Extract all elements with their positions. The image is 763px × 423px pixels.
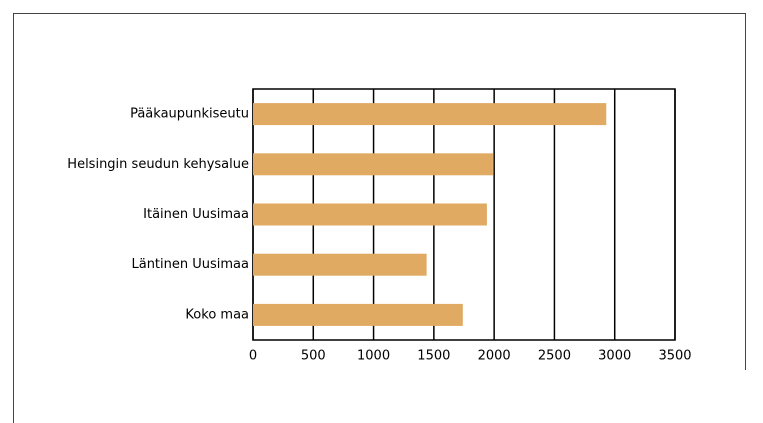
x-tick-label: 2000 xyxy=(478,349,511,364)
frame xyxy=(13,13,746,423)
bar xyxy=(253,203,487,226)
x-tick-label: 500 xyxy=(301,349,326,364)
x-tick-label: 1500 xyxy=(417,349,450,364)
y-tick-label: Koko maa xyxy=(185,307,249,322)
bar xyxy=(253,153,493,176)
x-tick-label: 3000 xyxy=(598,349,631,364)
bar xyxy=(253,303,463,326)
y-tick-label: Itäinen Uusimaa xyxy=(143,207,249,222)
y-tick-label: Pääkaupunkiseutu xyxy=(130,107,249,122)
x-tick-label: 2500 xyxy=(538,349,571,364)
bar xyxy=(253,103,607,126)
x-tick-label: 0 xyxy=(249,349,257,364)
y-tick-label: Läntinen Uusimaa xyxy=(131,257,249,272)
x-tick-label: 3500 xyxy=(658,349,691,364)
x-tick-label: 1000 xyxy=(357,349,390,364)
y-tick-label: Helsingin seudun kehysalue xyxy=(67,157,249,172)
bar xyxy=(253,253,427,276)
